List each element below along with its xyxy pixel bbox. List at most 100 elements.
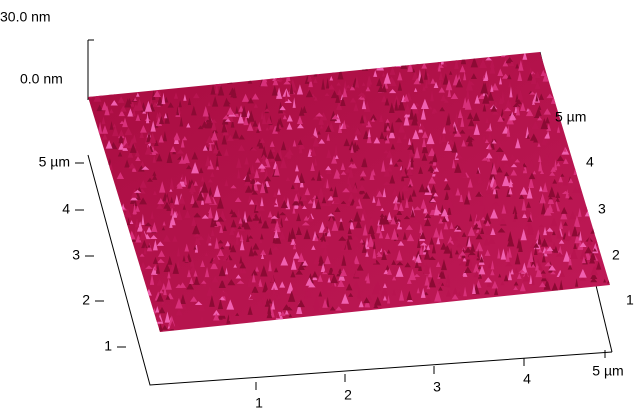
peak — [212, 95, 219, 107]
peak — [452, 287, 458, 295]
peak — [167, 271, 171, 279]
peak — [260, 253, 265, 260]
peak — [457, 254, 462, 259]
peak — [488, 143, 492, 150]
peak — [134, 218, 140, 228]
peak — [367, 128, 371, 138]
peak — [313, 78, 318, 83]
peak — [258, 205, 266, 211]
peak — [469, 213, 473, 222]
peak — [478, 265, 486, 275]
peak — [458, 261, 467, 266]
peak — [198, 167, 204, 174]
peak — [542, 72, 549, 82]
peak — [420, 108, 426, 120]
peak — [178, 100, 182, 108]
peak — [241, 218, 247, 228]
peak — [515, 63, 520, 69]
peak — [363, 297, 371, 304]
peak — [260, 154, 267, 160]
peak — [383, 135, 388, 141]
peak — [214, 209, 220, 221]
peak — [180, 155, 184, 162]
peak — [158, 323, 163, 332]
peak — [326, 133, 330, 141]
peak — [509, 111, 516, 121]
tick-label: 1 — [255, 395, 263, 411]
peak — [230, 184, 237, 189]
peak — [356, 263, 364, 271]
peak — [539, 193, 546, 204]
peak — [139, 130, 144, 138]
peak — [200, 280, 207, 284]
peak — [538, 159, 543, 172]
peak — [153, 90, 161, 98]
peak — [390, 121, 395, 133]
peak — [443, 244, 452, 254]
peak — [543, 207, 552, 216]
peak — [173, 92, 179, 99]
peak — [237, 168, 241, 179]
peak — [144, 222, 152, 227]
peak — [396, 135, 402, 143]
peak — [228, 242, 232, 250]
peak — [236, 280, 245, 284]
peak — [431, 152, 438, 163]
peak — [454, 162, 462, 173]
peak — [407, 59, 413, 72]
peak — [261, 220, 269, 229]
peak — [175, 297, 183, 309]
peak — [342, 187, 350, 193]
peak — [313, 256, 322, 265]
peak — [239, 239, 245, 251]
peak — [389, 66, 396, 75]
peak — [139, 228, 147, 241]
peak — [287, 230, 292, 242]
peak — [501, 153, 508, 161]
peak — [320, 262, 326, 273]
peak — [288, 300, 296, 306]
peak — [176, 149, 185, 154]
peak — [165, 294, 171, 300]
peak — [480, 82, 488, 94]
peak — [491, 280, 499, 289]
peak — [334, 154, 339, 159]
peak — [216, 165, 220, 170]
peak — [503, 107, 512, 112]
peak — [296, 115, 303, 125]
peak — [331, 219, 339, 231]
peak — [528, 172, 536, 180]
peak — [273, 152, 282, 162]
peak — [322, 289, 326, 294]
peak — [454, 249, 459, 255]
peak — [408, 183, 412, 188]
peak — [421, 131, 429, 138]
peak — [496, 166, 503, 173]
peak — [194, 301, 203, 306]
peak — [339, 268, 348, 277]
peak — [159, 181, 166, 193]
peak — [331, 281, 336, 289]
peak — [345, 84, 351, 89]
peak — [385, 125, 391, 131]
peak — [538, 282, 546, 288]
peak — [180, 138, 185, 148]
peak — [434, 289, 442, 302]
peak — [308, 76, 313, 88]
peak — [232, 129, 240, 139]
peak — [210, 171, 215, 177]
peak — [297, 263, 305, 270]
peak — [596, 261, 602, 270]
peak — [436, 236, 441, 245]
peak — [184, 255, 190, 263]
peak — [127, 150, 134, 158]
peak — [541, 252, 546, 263]
peak — [510, 268, 514, 275]
peak — [560, 173, 565, 177]
peak — [460, 52, 467, 65]
peak — [455, 78, 463, 88]
peak — [532, 170, 537, 175]
peak — [395, 266, 404, 277]
peak — [318, 255, 322, 263]
peak — [459, 192, 464, 203]
